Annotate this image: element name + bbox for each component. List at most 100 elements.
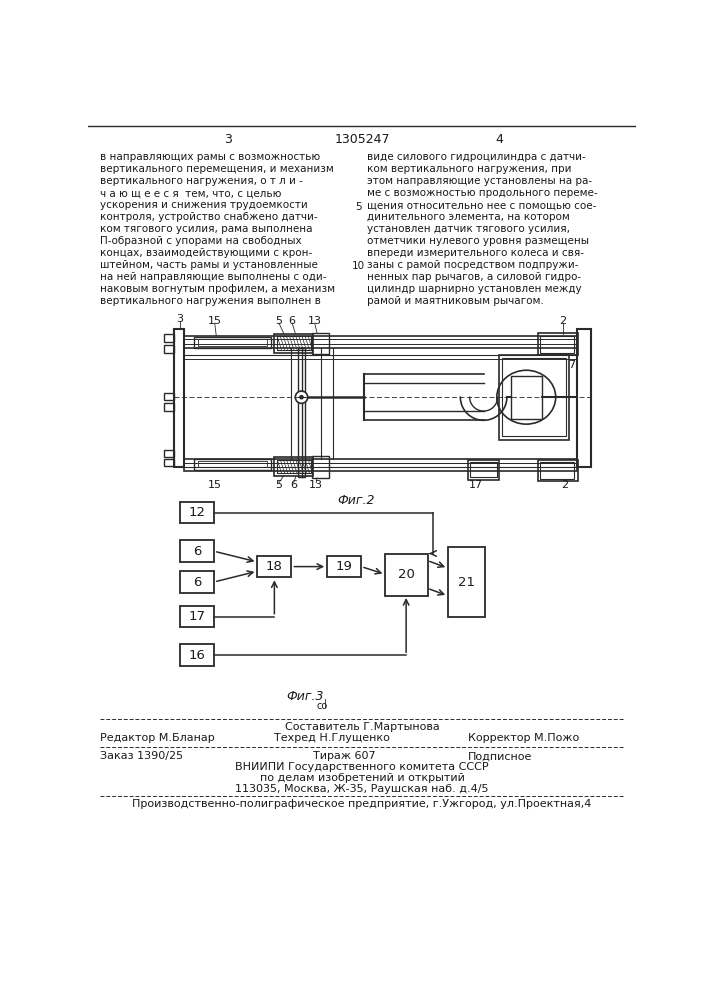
Text: 16: 16 xyxy=(189,649,205,662)
Bar xyxy=(164,334,174,342)
Text: 5: 5 xyxy=(355,202,361,212)
Text: 6: 6 xyxy=(193,576,201,588)
Bar xyxy=(180,606,214,627)
Text: 20: 20 xyxy=(398,568,414,581)
Text: 6: 6 xyxy=(193,545,201,558)
Bar xyxy=(510,376,542,419)
Text: Техред Н.Глущенко: Техред Н.Глущенко xyxy=(274,733,390,743)
Bar xyxy=(198,339,267,346)
Text: Тираж 607: Тираж 607 xyxy=(313,751,375,761)
Bar xyxy=(276,460,311,473)
Circle shape xyxy=(296,391,308,403)
Text: 1305247: 1305247 xyxy=(334,133,390,146)
Text: ненных пар рычагов, а силовой гидро-: ненных пар рычагов, а силовой гидро- xyxy=(368,272,581,282)
Bar xyxy=(194,337,271,348)
Text: ВНИИПИ Государственного комитета СССР: ВНИИПИ Государственного комитета СССР xyxy=(235,762,489,772)
Bar xyxy=(538,460,578,481)
Text: цилиндр шарнирно установлен между: цилиндр шарнирно установлен между xyxy=(368,284,582,294)
Text: 7: 7 xyxy=(568,360,575,370)
Bar xyxy=(164,459,174,466)
Text: отметчики нулевого уровня размещены: отметчики нулевого уровня размещены xyxy=(368,236,590,246)
Bar xyxy=(174,329,185,466)
Text: этом направляющие установлены на ра-: этом направляющие установлены на ра- xyxy=(368,176,592,186)
Text: Корректор М.Пожо: Корректор М.Пожо xyxy=(468,733,579,743)
Text: 13: 13 xyxy=(309,480,323,490)
Bar xyxy=(185,336,577,348)
Text: установлен датчик тягового усилия,: установлен датчик тягового усилия, xyxy=(368,224,571,234)
Bar xyxy=(468,460,499,480)
Text: впереди измерительного колеса и свя-: впереди измерительного колеса и свя- xyxy=(368,248,585,258)
Text: 2: 2 xyxy=(559,316,566,326)
Bar xyxy=(540,462,574,479)
Text: Фиг.2: Фиг.2 xyxy=(337,494,375,507)
Bar xyxy=(180,540,214,562)
Text: 21: 21 xyxy=(458,576,475,588)
Bar xyxy=(180,502,214,523)
Text: 3: 3 xyxy=(176,314,183,324)
Text: 17: 17 xyxy=(188,610,205,623)
Bar xyxy=(185,459,577,471)
Text: Редактор М.Бланар: Редактор М.Бланар xyxy=(100,733,215,743)
Bar xyxy=(385,554,428,596)
Text: Заказ 1390/25: Заказ 1390/25 xyxy=(100,751,183,761)
Text: контроля, устройство снабжено датчи-: контроля, устройство снабжено датчи- xyxy=(100,212,317,222)
Text: рамой и маятниковым рычагом.: рамой и маятниковым рычагом. xyxy=(368,296,544,306)
Bar xyxy=(577,329,590,466)
Text: в направляющих рамы с возможностью: в направляющих рамы с возможностью xyxy=(100,152,320,162)
Text: 13: 13 xyxy=(308,316,322,326)
Bar xyxy=(312,333,329,354)
Text: 5: 5 xyxy=(276,480,283,490)
Circle shape xyxy=(299,395,304,400)
Bar xyxy=(180,644,214,666)
Text: 15: 15 xyxy=(208,480,222,490)
Bar xyxy=(180,571,214,593)
Text: 18: 18 xyxy=(266,560,283,573)
Bar xyxy=(538,333,578,355)
Text: Подписное: Подписное xyxy=(468,751,532,761)
Bar xyxy=(164,403,174,411)
Bar xyxy=(298,348,305,477)
Text: вертикального нагружения, о т л и -: вертикального нагружения, о т л и - xyxy=(100,176,303,186)
Bar xyxy=(499,355,569,440)
Text: Фиг.3: Фиг.3 xyxy=(286,690,324,703)
Text: 5: 5 xyxy=(276,316,283,326)
Text: 3: 3 xyxy=(224,133,232,146)
Bar xyxy=(540,336,574,353)
Text: динительного элемента, на котором: динительного элемента, на котором xyxy=(368,212,570,222)
Bar xyxy=(312,456,329,478)
Bar xyxy=(257,556,291,577)
Text: 4: 4 xyxy=(495,133,503,146)
Text: наковым вогнутым профилем, а механизм: наковым вогнутым профилем, а механизм xyxy=(100,284,335,294)
Text: Составитель Г.Мартынова: Составитель Г.Мартынова xyxy=(285,722,439,732)
Text: ком тягового усилия, рама выполнена: ком тягового усилия, рама выполнена xyxy=(100,224,312,234)
Text: ускорения и снижения трудоемкости: ускорения и снижения трудоемкости xyxy=(100,200,308,210)
Bar xyxy=(448,547,485,617)
Text: 17: 17 xyxy=(469,480,483,490)
Text: вертикального перемещения, и механизм: вертикального перемещения, и механизм xyxy=(100,164,334,174)
Bar xyxy=(198,461,267,467)
Text: ком вертикального нагружения, при: ком вертикального нагружения, при xyxy=(368,164,572,174)
Text: П-образной с упорами на свободных: П-образной с упорами на свободных xyxy=(100,236,302,246)
Bar xyxy=(164,450,174,457)
Bar xyxy=(327,556,361,577)
Text: ме с возможностью продольного переме-: ме с возможностью продольного переме- xyxy=(368,188,598,198)
Text: Производственно-полиграфическое предприятие, г.Ужгород, ул.Проектная,4: Производственно-полиграфическое предприя… xyxy=(132,799,592,809)
Text: концах, взаимодействующими с крон-: концах, взаимодействующими с крон- xyxy=(100,248,312,258)
Text: 19: 19 xyxy=(336,560,353,573)
Bar xyxy=(274,457,313,476)
Bar xyxy=(470,462,497,477)
Text: ч а ю щ е е с я  тем, что, с целью: ч а ю щ е е с я тем, что, с целью xyxy=(100,188,281,198)
Text: щения относительно нее с помощью сое-: щения относительно нее с помощью сое- xyxy=(368,200,597,210)
Text: со: со xyxy=(317,701,328,711)
Text: вертикального нагружения выполнен в: вертикального нагружения выполнен в xyxy=(100,296,321,306)
Text: виде силового гидроцилиндра с датчи-: виде силового гидроцилиндра с датчи- xyxy=(368,152,586,162)
Bar xyxy=(164,393,174,400)
Text: 12: 12 xyxy=(188,506,205,519)
Text: 10: 10 xyxy=(351,261,365,271)
Text: 15: 15 xyxy=(208,316,222,326)
Bar xyxy=(502,358,566,436)
Text: 113035, Москва, Ж-35, Раушская наб. д.4/5: 113035, Москва, Ж-35, Раушская наб. д.4/… xyxy=(235,784,489,794)
Text: штейном, часть рамы и установленные: штейном, часть рамы и установленные xyxy=(100,260,318,270)
Bar xyxy=(274,334,313,353)
Bar xyxy=(276,336,311,350)
